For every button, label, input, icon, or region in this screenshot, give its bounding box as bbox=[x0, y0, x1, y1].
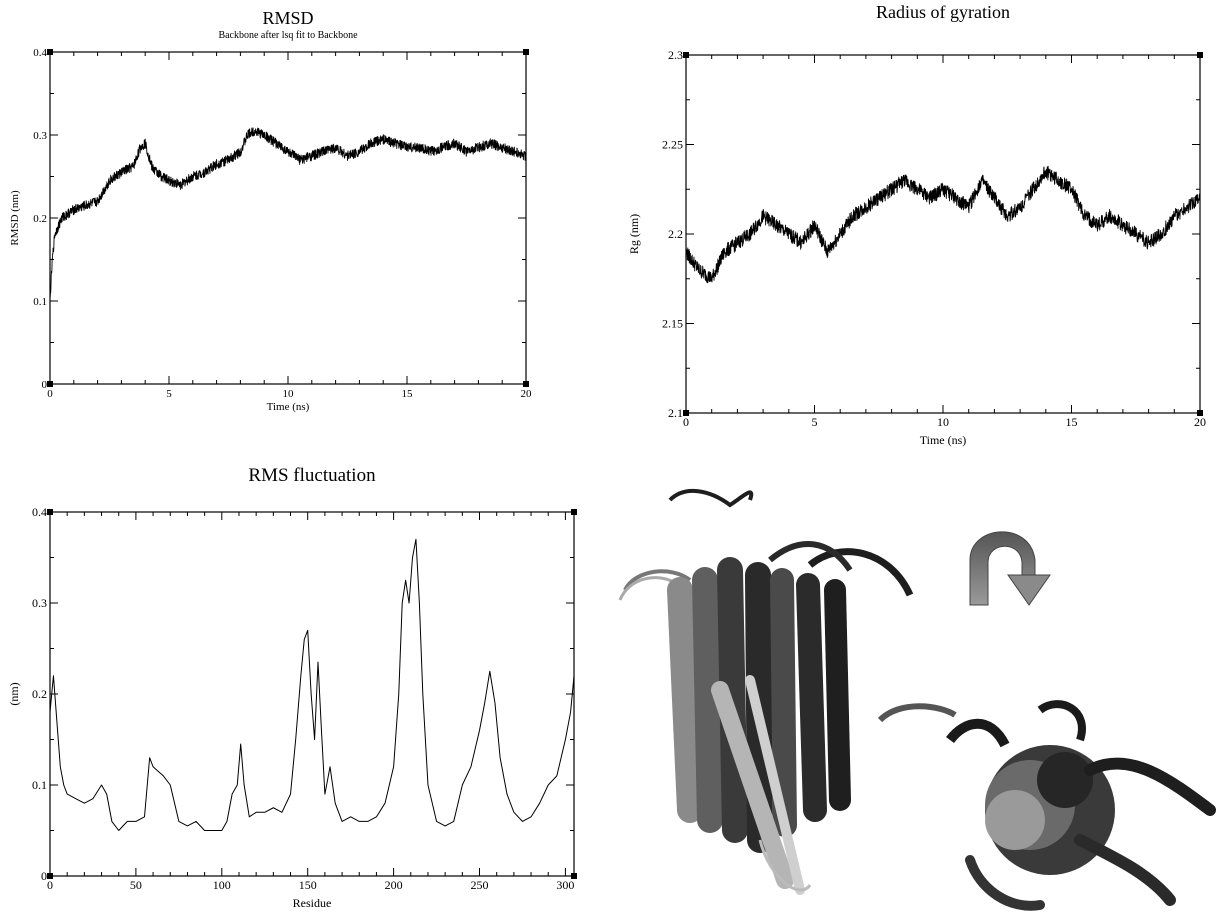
x-axis-label: Time (ns) bbox=[267, 401, 310, 413]
y-tick-label: 0.3 bbox=[33, 130, 47, 142]
y-tick-label: 0.3 bbox=[32, 596, 47, 610]
x-tick-label: 10 bbox=[937, 415, 949, 429]
x-tick-label: 250 bbox=[471, 878, 489, 892]
x-tick-label: 0 bbox=[683, 415, 689, 429]
chart-title: RMS fluctuation bbox=[248, 465, 376, 486]
rmsf-chart-svg: RMS fluctuation 0 50 100 150 200 250 300 0 0.1 0.2… bbox=[7, 465, 577, 910]
y-tick-label: 0.4 bbox=[32, 505, 47, 519]
x-tick-label: 15 bbox=[402, 388, 414, 400]
x-tick-label: 50 bbox=[130, 878, 142, 892]
curved-arrow-icon bbox=[969, 531, 1051, 606]
x-tick-label: 150 bbox=[299, 878, 317, 892]
x-axis-label: Residue bbox=[293, 896, 332, 910]
rmsd-chart: RMSD Backbone after lsq fit to Backbone 0 5… bbox=[0, 0, 560, 430]
rg-chart: Radius of gyration 0 5 10 15 20 2.1 2.15 2.2 2.25… bbox=[610, 0, 1227, 455]
y-axis-label: (nm) bbox=[7, 682, 21, 705]
y-tick-label: 0 bbox=[41, 869, 47, 883]
y-tick-label: 2.25 bbox=[662, 138, 683, 152]
rmsd-chart-svg: RMSD Backbone after lsq fit to Backbone 0 5… bbox=[9, 8, 533, 413]
x-tick-label: 5 bbox=[166, 388, 172, 400]
plot-frame bbox=[49, 51, 527, 385]
y-tick-label: 2.3 bbox=[668, 48, 683, 62]
protein-structure-image bbox=[610, 480, 1227, 918]
x-tick-label: 0 bbox=[47, 388, 53, 400]
rg-chart-svg: Radius of gyration 0 5 10 15 20 2.1 2.15 2.2 2.25… bbox=[627, 2, 1206, 447]
plot-frame bbox=[685, 54, 1201, 414]
x-tick-label: 200 bbox=[385, 878, 403, 892]
x-tick-label: 100 bbox=[213, 878, 231, 892]
x-tick-label: 300 bbox=[556, 878, 574, 892]
top-view-structure bbox=[877, 700, 1216, 911]
x-axis-label: Time (ns) bbox=[920, 433, 967, 447]
chart-title: Radius of gyration bbox=[876, 2, 1010, 22]
y-tick-label: 0 bbox=[42, 379, 48, 391]
y-tick-label: 0.2 bbox=[32, 687, 47, 701]
x-tick-label: 10 bbox=[283, 388, 295, 400]
x-tick-label: 20 bbox=[1194, 415, 1206, 429]
x-tick-label: 5 bbox=[812, 415, 818, 429]
y-tick-label: 0.4 bbox=[33, 47, 47, 59]
protein-ribbon-illustration bbox=[618, 488, 1216, 911]
x-tick-label: 0 bbox=[47, 878, 53, 892]
rmsf-chart: RMS fluctuation 0 50 100 150 200 250 300 0 0.1 0.2… bbox=[0, 455, 600, 918]
y-axis-label: RMSD (nm) bbox=[9, 190, 21, 246]
x-tick-label: 20 bbox=[521, 388, 533, 400]
y-tick-label: 0.1 bbox=[32, 778, 47, 792]
chart-subtitle: Backbone after lsq fit to Backbone bbox=[218, 30, 358, 41]
series-line bbox=[49, 538, 575, 831]
chart-title: RMSD bbox=[262, 8, 313, 28]
series-line bbox=[49, 127, 527, 298]
y-tick-label: 0.2 bbox=[33, 213, 47, 225]
y-tick-label: 2.2 bbox=[668, 227, 683, 241]
side-view-structure bbox=[618, 488, 914, 895]
y-tick-label: 0.1 bbox=[33, 296, 47, 308]
y-axis-label: Rg (nm) bbox=[627, 214, 641, 254]
series-line bbox=[685, 165, 1201, 284]
y-tick-label: 2.1 bbox=[668, 406, 683, 420]
x-tick-label: 15 bbox=[1066, 415, 1078, 429]
y-tick-label: 2.15 bbox=[662, 317, 683, 331]
